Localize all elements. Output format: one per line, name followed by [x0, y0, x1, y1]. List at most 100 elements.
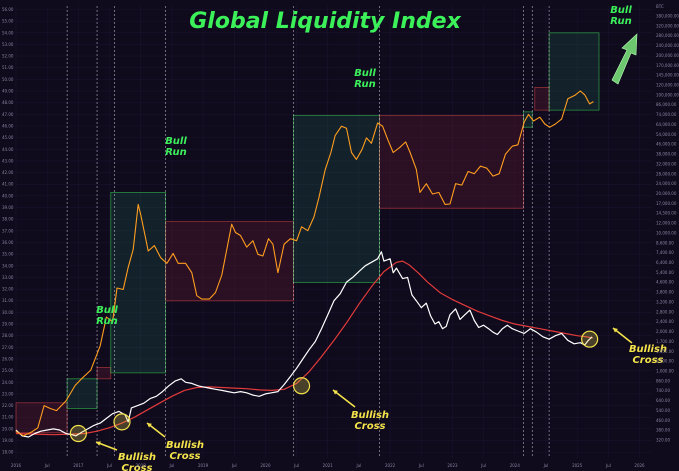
x-axis-tick-label: Jul [605, 463, 611, 468]
left-axis-tick-label: 37.00 [2, 228, 14, 233]
annotation-arrow-line [332, 389, 356, 408]
left-axis-tick-label: 38.00 [2, 217, 14, 222]
right-axis-tick-label: 380,000.00 [656, 14, 679, 19]
right-axis-tick-label: 540.00 [656, 408, 670, 413]
left-axis-tick-label: 50.00 [2, 77, 14, 82]
right-axis-tick-label: 640.00 [656, 398, 670, 403]
right-axis-tick-label: 20,000.00 [656, 191, 677, 196]
right-axis-tick-label: 86,000.00 [656, 102, 677, 107]
left-axis-tick-label: 21.00 [2, 415, 14, 420]
bull-run-box [548, 32, 600, 111]
left-axis-tick-label: 25.00 [2, 368, 14, 373]
bullish-cross-markers [69, 330, 599, 443]
moving-average-line [15, 260, 593, 436]
right-axis-tick-label: 32,000.00 [656, 161, 677, 166]
left-axis-tick-label: 26.00 [2, 356, 14, 361]
right-axis-tick-label: 380.00 [656, 428, 670, 433]
left-axis-tick-label: 34.00 [2, 263, 14, 268]
left-axis-tick-label: 27.00 [2, 345, 14, 350]
left-axis-tick-label: 53.00 [2, 42, 14, 47]
bullish-cross-circle [292, 377, 311, 395]
right-axis-tick-label: 460.00 [656, 418, 670, 423]
right-axis-tick-label: 8,600.00 [656, 240, 674, 245]
x-axis-tick-label: Jul [418, 463, 424, 468]
left-axis-tick-label: 54.00 [2, 30, 14, 35]
right-axis-tick-label: 12,000.00 [656, 221, 677, 226]
regime-boxes [15, 32, 600, 434]
x-axis-tick-label: 2019 [198, 463, 209, 468]
x-axis-tick-label: Jul [231, 463, 237, 468]
right-axis-tick-label: 740.00 [656, 388, 670, 393]
left-axis-tick-label: 41.00 [2, 182, 14, 187]
right-axis-tick-label: 1,200.00 [656, 359, 674, 364]
bullish-cross-text: Bullish [166, 440, 204, 451]
right-axis-tick-label: 17,000.00 [656, 201, 677, 206]
x-axis-tick-label: 2025 [572, 463, 583, 468]
x-axis-tick-label: Jul [356, 463, 362, 468]
left-axis-tick-label: 18.00 [2, 450, 14, 455]
left-axis-tick-label: 23.00 [2, 391, 14, 396]
right-axis-tick-label: 320.00 [656, 438, 670, 443]
right-axis-tick-label: 74,000.00 [656, 112, 677, 117]
axes: 18.00 19.00 20.00 21.00 22.00 23.00 24.00 25.00… [2, 4, 679, 468]
annotation-arrow-head [147, 423, 152, 428]
x-axis-tick-label: 2026 [634, 463, 645, 468]
x-axis-tick-label: Jul [44, 463, 50, 468]
right-axis-tick-label: 6,400.00 [656, 260, 674, 265]
right-axis-tick-label: 1,450.00 [656, 349, 674, 354]
left-axis-tick-label: 45.00 [2, 135, 14, 140]
x-axis-tick-label: 2024 [510, 463, 521, 468]
bull-run-text: Bull [165, 136, 187, 147]
left-axis-tick-label: 40.00 [2, 193, 14, 198]
left-axis-tick-label: 52.00 [2, 54, 14, 59]
right-axis-tick-label: 10,000.00 [656, 230, 677, 235]
left-axis-tick-label: 33.00 [2, 275, 14, 280]
left-axis-tick-label: 48.00 [2, 100, 14, 105]
x-axis-tick-label: Jul [106, 463, 112, 468]
left-axis-tick-label: 32.00 [2, 287, 14, 292]
bear-range-box [534, 87, 550, 111]
right-axis-tick-label: 3,800.00 [656, 290, 674, 295]
x-axis-tick-label: 2020 [260, 463, 271, 468]
right-axis-legend: BTC [656, 4, 664, 9]
cycle-vertical-lines [66, 6, 550, 458]
bullish-cross-text: Bullish [629, 344, 667, 355]
x-axis-tick-label: Jul [480, 463, 486, 468]
annotation-arrow-head [613, 328, 618, 333]
left-axis-tick-label: 20.00 [2, 426, 14, 431]
bull-run-text: Run [96, 316, 117, 327]
right-axis-tick-label: 2,800.00 [656, 309, 674, 314]
right-axis-tick-label: 2,400.00 [656, 319, 674, 324]
left-axis-tick-label: 19.00 [2, 438, 14, 443]
x-axis-tick-label: 2022 [385, 463, 396, 468]
left-axis-tick-label: 44.00 [2, 147, 14, 152]
left-axis-tick-label: 29.00 [2, 322, 14, 327]
right-axis-tick-label: 100,000.00 [656, 92, 679, 97]
left-axis-tick-label: 36.00 [2, 240, 14, 245]
bullish-cross-text: Cross [169, 451, 200, 462]
right-axis-tick-label: 200,000.00 [656, 53, 679, 58]
right-axis-tick-label: 2,000.00 [656, 329, 674, 334]
left-axis-tick-label: 42.00 [2, 170, 14, 175]
bull-run-arrow-icon [611, 33, 638, 85]
x-axis-tick-label: 2023 [447, 463, 458, 468]
global-liquidity-line [15, 251, 593, 438]
right-axis-tick-label: 24,000.00 [656, 181, 677, 186]
bear-range-box [379, 114, 524, 209]
right-axis-tick-label: 5,400.00 [656, 270, 674, 275]
right-axis-tick-label: 38,000.00 [656, 152, 677, 157]
bullish-cross-text: Bullish [351, 410, 389, 421]
annotation-arrow-head [333, 390, 338, 395]
btc-price-line [15, 90, 594, 437]
right-axis-tick-label: 120,000.00 [656, 83, 679, 88]
bull-run-text: Run [165, 147, 186, 158]
left-axis-tick-label: 24.00 [2, 380, 14, 385]
right-axis-tick-label: 54,000.00 [656, 132, 677, 137]
bear-range-box [96, 367, 112, 380]
bull-run-text: Bull [96, 305, 118, 316]
